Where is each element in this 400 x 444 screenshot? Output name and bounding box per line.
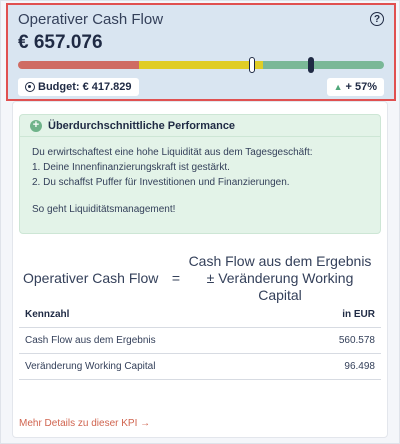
column-header-eur: in EUR xyxy=(342,309,375,320)
performance-box: + Überdurchschnittliche Performance Du e… xyxy=(19,114,381,234)
bar-segment-high xyxy=(263,61,384,69)
performance-heading-text: Überdurchschnittliche Performance xyxy=(48,119,236,132)
bar-segment-low xyxy=(18,61,139,69)
target-icon xyxy=(25,82,35,92)
kpi-title: Operativer Cash Flow xyxy=(18,11,164,28)
kpi-table: Kennzahl in EUR Cash Flow aus dem Ergebn… xyxy=(19,302,381,380)
help-icon[interactable]: ? xyxy=(370,12,384,26)
more-details-link[interactable]: Mehr Details zu dieser KPI → xyxy=(19,418,151,429)
performance-text: Du erwirtschaftest eine hohe Liquidität … xyxy=(32,145,313,190)
kpi-header: Operativer Cash Flow € 657.076 ? Budget:… xyxy=(6,3,396,101)
change-label: + 57% xyxy=(345,81,378,93)
table-cell-value: 96.498 xyxy=(344,361,375,372)
formula-rhs-line: ± Veränderung Working Capital xyxy=(206,269,354,303)
change-badge: ▲ + 57% xyxy=(326,78,384,96)
bar-segment-mid xyxy=(138,61,264,69)
performance-bar xyxy=(18,61,384,69)
arrow-up-icon: ▲ xyxy=(333,82,343,92)
liquidity-management-link[interactable]: So geht Liquiditätsmanagement! xyxy=(32,204,176,215)
kpi-formula: Operativer Cash Flow = Cash Flow aus dem… xyxy=(23,253,373,303)
table-row: Cash Flow aus dem Ergebnis 560.578 xyxy=(19,328,381,354)
table-cell-name: Veränderung Working Capital xyxy=(25,361,156,372)
kpi-amount: € 657.076 xyxy=(18,32,103,53)
performance-line: 1. Deine Innenfinanzierungskraft ist ges… xyxy=(32,162,230,173)
formula-rhs: Cash Flow aus dem Ergebnis ± Veränderung… xyxy=(187,253,373,304)
table-header-row: Kennzahl in EUR xyxy=(19,302,381,328)
performance-line: 2. Du schaffst Puffer für Investitionen … xyxy=(32,177,290,188)
table-cell-value: 560.578 xyxy=(338,335,375,346)
table-cell-name: Cash Flow aus dem Ergebnis xyxy=(25,335,156,346)
formula-equals: = xyxy=(171,270,181,286)
budget-marker xyxy=(249,57,256,73)
budget-label: Budget: € 417.829 xyxy=(38,81,132,93)
table-row: Veränderung Working Capital 96.498 xyxy=(19,354,381,380)
performance-heading: + Überdurchschnittliche Performance xyxy=(20,115,380,137)
formula-rhs-line: Cash Flow aus dem Ergebnis xyxy=(188,252,372,269)
budget-badge: Budget: € 417.829 xyxy=(18,78,139,96)
plus-circle-icon: + xyxy=(30,119,42,132)
current-marker xyxy=(307,57,314,73)
performance-line: Du erwirtschaftest eine hohe Liquidität … xyxy=(32,147,313,158)
formula-lhs: Operativer Cash Flow xyxy=(23,270,159,286)
column-header-kennzahl: Kennzahl xyxy=(25,309,70,320)
